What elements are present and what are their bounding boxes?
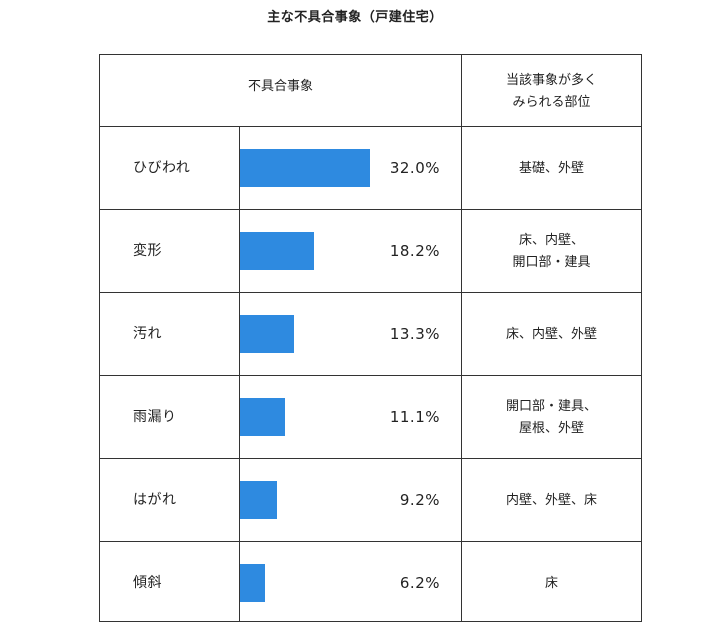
category-label: 汚れ	[133, 326, 162, 342]
parts-cell: 床	[461, 542, 642, 625]
defects-table: 不具合事象 当該事象が多く みられる部位 ひびわれ 32.0% 基礎、外壁変形 18.…	[99, 54, 642, 622]
table-row: はがれ 9.2% 内壁、外壁、床	[100, 459, 641, 542]
bar	[240, 398, 286, 436]
row-divider	[100, 458, 641, 459]
percent-label: 6.2%	[399, 574, 440, 592]
category-label: はがれ	[133, 492, 177, 508]
parts-cell: 基礎、外壁	[461, 127, 642, 210]
category-label: 傾斜	[133, 575, 162, 591]
table-row: 雨漏り 11.1% 開口部・建具、 屋根、外壁	[100, 376, 641, 459]
table-row: ひびわれ 32.0% 基礎、外壁	[100, 127, 641, 210]
bar	[240, 481, 278, 519]
parts-cell: 開口部・建具、 屋根、外壁	[461, 376, 642, 459]
parts-text: 床、内壁、 開口部・建具	[512, 232, 591, 270]
bar-axis-line	[239, 126, 240, 622]
row-divider	[100, 292, 641, 293]
percent-label: 13.3%	[389, 325, 440, 343]
row-divider	[100, 209, 641, 210]
table-row: 傾斜 6.2% 床	[100, 542, 641, 625]
category-label: 変形	[133, 243, 162, 259]
percent-label: 9.2%	[399, 491, 440, 509]
chart-title: 主な不具合事象（戸建住宅）	[267, 10, 443, 25]
category-label: 雨漏り	[133, 409, 177, 425]
parts-cell: 内壁、外壁、床	[461, 459, 642, 542]
parts-text: 床、内壁、外壁	[505, 326, 597, 342]
bar	[240, 564, 266, 602]
parts-text: 内壁、外壁、床	[505, 492, 597, 508]
percent-label: 32.0%	[389, 159, 440, 177]
header-divider	[100, 126, 641, 127]
row-divider	[100, 541, 641, 542]
header-defect: 不具合事象	[247, 79, 313, 94]
bar	[240, 315, 295, 353]
parts-text: 床	[544, 575, 558, 591]
header-parts: 当該事象が多く みられる部位	[505, 73, 597, 110]
bar	[240, 232, 314, 270]
parts-text: 開口部・建具、 屋根、外壁	[505, 398, 597, 436]
parts-cell: 床、内壁、 開口部・建具	[461, 210, 642, 293]
percent-label: 11.1%	[389, 408, 440, 426]
row-divider	[100, 375, 641, 376]
bar	[240, 149, 370, 187]
percent-label: 18.2%	[389, 242, 440, 260]
parts-text: 基礎、外壁	[518, 160, 584, 176]
column-divider	[461, 55, 462, 621]
table-row: 汚れ 13.3% 床、内壁、外壁	[100, 293, 641, 376]
parts-cell: 床、内壁、外壁	[461, 293, 642, 376]
table-row: 変形 18.2% 床、内壁、 開口部・建具	[100, 210, 641, 293]
category-label: ひびわれ	[133, 160, 191, 176]
